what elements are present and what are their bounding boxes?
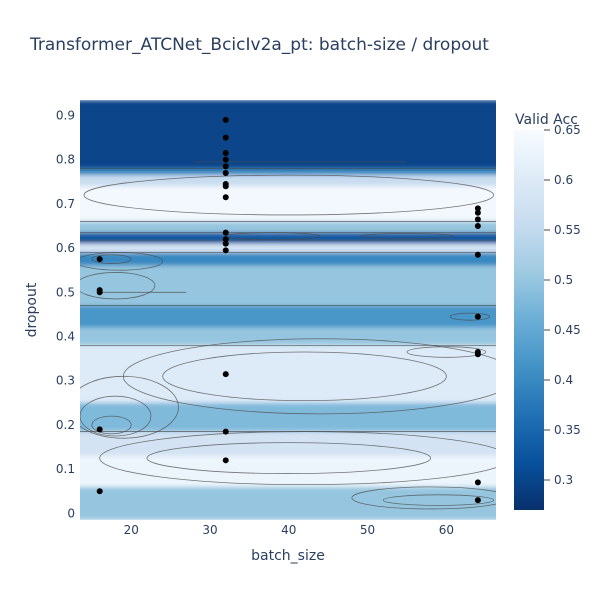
heatmap-band [80, 431, 496, 456]
trial-points [96, 116, 481, 504]
y-tick-label: 0.3 [56, 374, 75, 388]
contour-line [91, 415, 132, 435]
colorbar-ticks: 0.3 0.35 0.4 0.45 0.5 0.55 0.6 0.65 [544, 123, 581, 487]
trial-point [222, 229, 229, 236]
trial-point [222, 457, 229, 464]
y-tick-label: 0.7 [56, 197, 75, 211]
contour-line [91, 254, 132, 264]
trial-point [222, 240, 229, 247]
y-axis-title: dropout [24, 282, 40, 337]
heatmap-band [80, 345, 496, 403]
trial-point [474, 251, 481, 258]
y-tick-label: 0 [67, 506, 75, 520]
contour-line [382, 494, 495, 506]
trial-point [474, 205, 481, 212]
x-axis-title: batch_size [251, 548, 325, 564]
colorbar-tick-label: 0.3 [554, 473, 573, 487]
trial-point [222, 236, 229, 243]
x-tick-label: 40 [281, 523, 296, 537]
x-axis-ticks: 20 30 40 50 60 [124, 523, 454, 537]
contour-lines [80, 161, 496, 510]
contour-line [80, 272, 156, 300]
contour-line [80, 252, 164, 271]
heatmap-band [80, 402, 496, 432]
colorbar: Valid Acc 0.3 0.35 0.4 0.45 0.5 0.55 0.6 0.65 [514, 112, 581, 510]
trial-point [474, 479, 481, 486]
contour-line [406, 346, 487, 358]
contour-line [351, 486, 496, 510]
x-tick-label: 60 [439, 523, 454, 537]
contour-line [80, 395, 152, 437]
heatmap-band [80, 100, 496, 169]
contour-line [146, 442, 432, 474]
heatmap-band [80, 455, 496, 487]
x-tick-label: 50 [360, 523, 375, 537]
y-tick-label: 0.6 [56, 241, 75, 255]
trial-point [96, 488, 103, 495]
heatmap-band [80, 305, 496, 328]
trial-point [222, 194, 229, 201]
trial-point [222, 134, 229, 141]
trial-point [474, 351, 481, 358]
trial-point [474, 209, 481, 216]
colorbar-gradient [514, 130, 544, 510]
trial-point [96, 289, 103, 296]
y-tick-label: 0.5 [56, 285, 75, 299]
colorbar-tick-label: 0.5 [554, 273, 573, 287]
trial-point [474, 216, 481, 223]
heatmap-band [80, 221, 496, 233]
trial-point [96, 256, 103, 263]
contour-line [80, 375, 179, 439]
x-tick-label: 30 [202, 523, 217, 537]
contour-line [162, 351, 447, 402]
contour-line [83, 174, 495, 216]
contour-line [99, 431, 496, 486]
colorbar-title: Valid Acc [515, 112, 578, 128]
colorbar-tick-label: 0.35 [554, 423, 581, 437]
heatmap-band [80, 252, 496, 266]
trial-point [222, 247, 229, 254]
y-tick-label: 0.2 [56, 418, 75, 432]
trial-point [222, 183, 229, 190]
x-tick-label: 20 [124, 523, 139, 537]
trial-point [222, 116, 229, 123]
trial-point [222, 156, 229, 163]
contour-line [359, 233, 455, 240]
trial-point [222, 169, 229, 176]
contour-line [225, 232, 321, 241]
contour-line [449, 312, 491, 321]
colorbar-tick-label: 0.55 [554, 223, 581, 237]
heatmap-band [80, 186, 496, 222]
colorbar-tick-label: 0.65 [554, 123, 581, 137]
trial-point [222, 150, 229, 157]
y-tick-label: 0.1 [56, 462, 75, 476]
y-tick-label: 0.9 [56, 108, 75, 122]
chart-title: Transformer_ATCNet_BcicIv2a_pt: batch-si… [29, 35, 489, 55]
y-tick-label: 0.4 [56, 330, 75, 344]
plot-area [80, 100, 496, 520]
colorbar-tick-label: 0.6 [554, 173, 573, 187]
trial-point [96, 426, 103, 433]
trial-point [474, 497, 481, 504]
y-axis-ticks: 0 0.1 0.2 0.3 0.4 0.5 0.6 0.7 0.8 0.9 [56, 108, 75, 520]
y-tick-label: 0.8 [56, 153, 75, 167]
heatmap-band [80, 232, 496, 244]
colorbar-tick-label: 0.45 [554, 323, 581, 337]
heatmap-band [80, 327, 496, 346]
trial-point [474, 313, 481, 320]
heatmap-bands [80, 100, 496, 520]
colorbar-tick-label: 0.4 [554, 373, 573, 387]
heatmap-band [80, 168, 496, 176]
heatmap-band [80, 175, 496, 187]
heatmap-band [80, 486, 496, 520]
heatmap-band [80, 265, 496, 306]
trial-point [222, 428, 229, 435]
trial-point [222, 371, 229, 378]
trial-point [222, 163, 229, 170]
heatmap-band [80, 243, 496, 253]
trial-point [474, 223, 481, 229]
